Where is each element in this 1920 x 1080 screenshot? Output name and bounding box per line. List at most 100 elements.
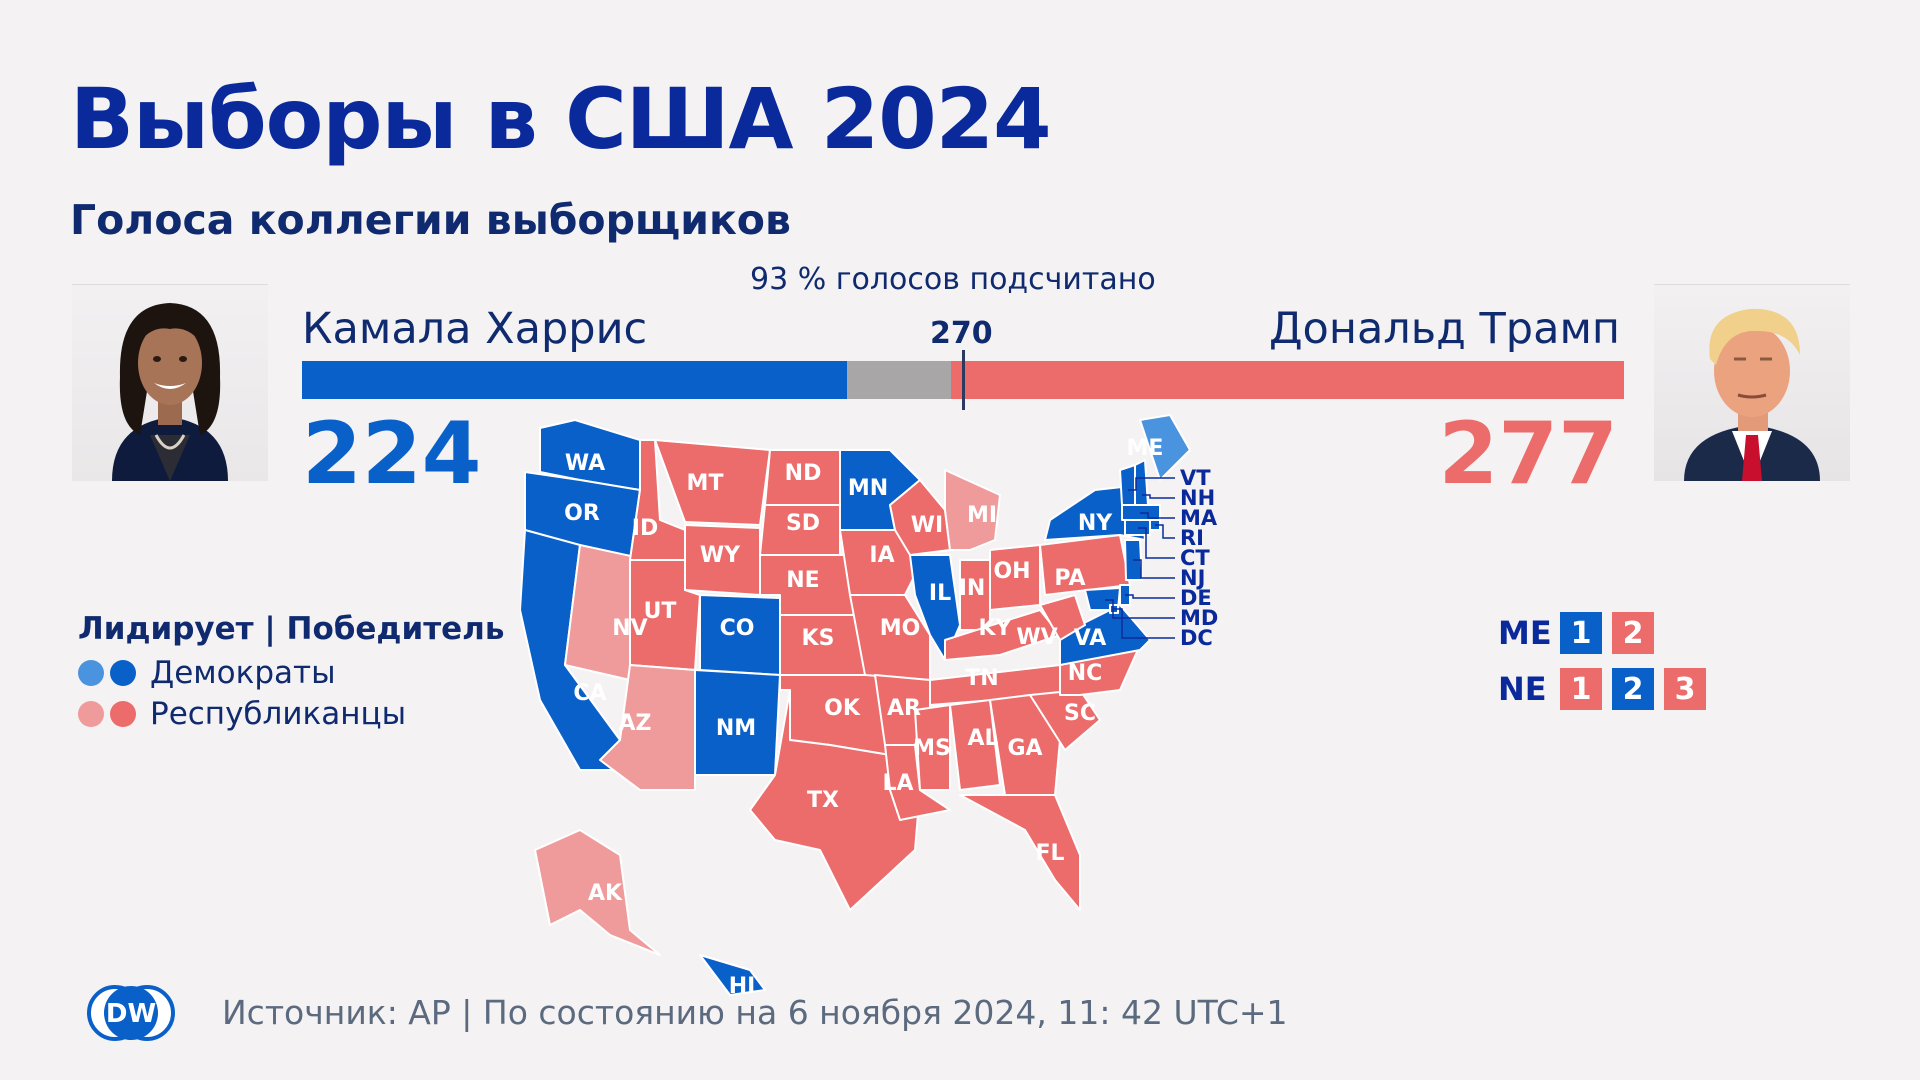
callout-label-nj: NJ [1180, 566, 1205, 590]
maine-district-1: 1 [1560, 612, 1602, 654]
state-ct [1124, 519, 1151, 536]
state-label-ut: UT [644, 599, 677, 624]
rep-candidate-name: Дональд Трамп [1268, 304, 1620, 354]
callout-label-ma: MA [1180, 506, 1218, 530]
state-label-il: IL [929, 581, 951, 606]
threshold-label: 270 [930, 316, 993, 351]
state-label-sc: SC [1064, 701, 1096, 726]
state-label-in: IN [959, 576, 986, 601]
state-label-mo: MO [880, 616, 921, 641]
callout-line-ri [1155, 524, 1175, 539]
state-label-al: AL [967, 726, 998, 751]
state-hi [699, 954, 766, 996]
state-nh [1134, 459, 1149, 506]
dw-logo: DW [86, 984, 176, 1042]
state-ga [989, 694, 1061, 796]
state-label-ia: IA [869, 543, 894, 568]
dem-leading-dot [78, 660, 104, 686]
state-me [1139, 414, 1191, 481]
callout-label-ri: RI [1180, 526, 1204, 550]
state-mt [654, 439, 771, 526]
state-label-ny: NY [1078, 511, 1113, 536]
state-label-ar: AR [887, 696, 921, 721]
legend-dem: Демократы [78, 655, 336, 691]
threshold-marker [962, 350, 965, 410]
state-label-ak: AK [588, 881, 623, 906]
callout-line-md [1105, 599, 1175, 619]
callout-line-dc [1114, 608, 1175, 639]
callout-label-dc: DC [1180, 626, 1213, 650]
state-label-id: ID [632, 516, 658, 541]
nebraska-districts: NE 1 2 3 [1498, 668, 1716, 710]
state-tx [749, 689, 921, 911]
state-label-wi: WI [911, 513, 943, 538]
state-label-fl: FL [1035, 841, 1064, 866]
state-label-ga: GA [1007, 736, 1042, 761]
trump-portrait [1654, 284, 1850, 481]
undecided-votes-bar [847, 361, 951, 399]
state-label-nd: ND [785, 461, 822, 486]
state-label-tx: TX [807, 788, 839, 813]
state-label-az: AZ [619, 711, 652, 736]
nebraska-district-3: 3 [1664, 668, 1706, 710]
dw-logo-text: DW [106, 999, 156, 1029]
state-label-nm: NM [716, 716, 756, 741]
callout-label-vt: VT [1180, 466, 1211, 490]
maine-label: ME [1498, 614, 1552, 652]
callout-line-nj [1133, 559, 1175, 579]
legend-rep-label: Республиканцы [150, 696, 407, 732]
page-title: Выборы в США 2024 [70, 70, 1052, 168]
state-la [884, 744, 951, 821]
rep-votes-bar [951, 361, 1624, 399]
state-label-co: CO [720, 616, 755, 641]
state-vt [1119, 464, 1136, 506]
state-wv [1039, 594, 1086, 641]
state-label-or: OR [564, 501, 600, 526]
state-al [949, 699, 1001, 791]
maine-districts: ME 1 2 [1498, 612, 1664, 654]
callout-line-ma [1140, 512, 1175, 519]
callout-label-ct: CT [1180, 546, 1210, 570]
callout-line-ct [1138, 527, 1175, 559]
state-fl [959, 794, 1081, 911]
state-label-nv: NV [612, 616, 647, 641]
state-label-wy: WY [700, 543, 741, 568]
dem-winner-dot [110, 660, 136, 686]
state-label-me: ME [1127, 436, 1164, 461]
legend-title: Лидирует | Победитель [78, 611, 505, 647]
state-label-oh: OH [993, 559, 1030, 584]
callout-line-de [1125, 594, 1175, 599]
legend-dem-label: Демократы [150, 655, 336, 691]
state-label-ky: KY [979, 616, 1013, 641]
callout-line-vt [1128, 477, 1175, 491]
harris-portrait [72, 284, 268, 481]
state-label-ks: KS [802, 626, 835, 651]
dem-candidate-name: Камала Харрис [302, 304, 648, 354]
state-label-mn: MN [848, 476, 888, 501]
state-label-ca: CA [573, 681, 606, 706]
callout-label-nh: NH [1180, 486, 1215, 510]
callout-line-nh [1142, 494, 1175, 499]
state-label-la: LA [882, 771, 913, 796]
state-ms [914, 704, 951, 791]
state-mo [849, 594, 931, 681]
us-electoral-map: WA OR CA NV ID MT WY UT AZ CO NM ND SD NE KS OK TX MN IA MO… [519, 410, 1520, 1000]
state-label-ne: NE [786, 568, 819, 593]
state-label-wv: WV [1016, 625, 1057, 650]
state-label-mi: MI [967, 503, 997, 528]
state-ak [534, 829, 661, 956]
dem-votes-bar [302, 361, 847, 399]
state-label-sd: SD [786, 511, 820, 536]
nebraska-district-1: 1 [1560, 668, 1602, 710]
maine-district-2: 2 [1612, 612, 1654, 654]
state-label-tn: TN [965, 666, 998, 691]
callout-label-md: MD [1180, 606, 1218, 630]
legend-rep: Республиканцы [78, 696, 406, 732]
state-label-ok: OK [824, 696, 861, 721]
state-label-va: VA [1074, 626, 1107, 651]
state-label-mt: MT [687, 471, 724, 496]
callout-label-de: DE [1180, 586, 1212, 610]
state-label-ms: MS [913, 736, 951, 761]
state-ny [1044, 484, 1146, 541]
state-label-pa: PA [1054, 566, 1085, 591]
